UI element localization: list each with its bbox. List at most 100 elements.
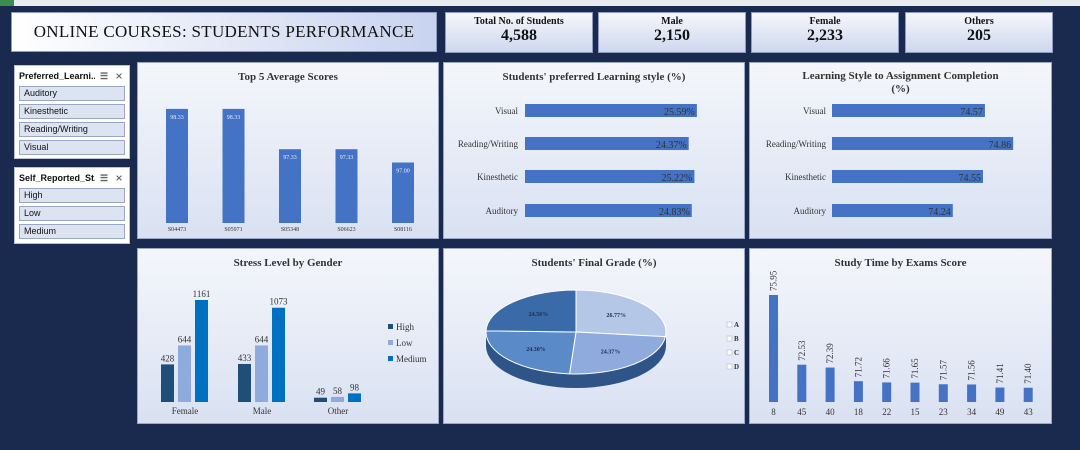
- slicer-learning-style: Preferred_Learni... ☰ ⨯ Auditory Kinesth…: [14, 65, 130, 159]
- chart-title: Study Time by Exams Score: [834, 257, 967, 269]
- data-label: 98.33: [227, 115, 241, 121]
- data-label: 428: [161, 353, 175, 363]
- clear-filter-icon[interactable]: ⨯: [115, 71, 123, 81]
- multi-select-icon[interactable]: ☰: [99, 71, 109, 81]
- bar: [995, 387, 1005, 402]
- slicer-stress-level: Self_Reported_St... ☰ ⨯ High Low Medium: [14, 167, 130, 244]
- data-label: 71.57: [938, 360, 948, 381]
- chart-final-grade: Students' Final Grade (%) 26.77% 24.37% 24…: [443, 248, 745, 424]
- bar: [882, 382, 892, 402]
- kpi-female: Female 2,233: [751, 12, 899, 53]
- bar: [255, 345, 268, 402]
- kpi-label: Male: [661, 16, 683, 27]
- tick-label: Auditory: [794, 206, 827, 216]
- dashboard-title-text: ONLINE COURSES: STUDENTS PERFORMANCE: [33, 22, 415, 41]
- bar: [178, 345, 191, 402]
- tick-label: 8: [771, 407, 776, 417]
- bar: [832, 137, 1014, 150]
- tick-label: Visual: [803, 106, 826, 116]
- legend-label: High: [396, 322, 415, 332]
- bar: [797, 364, 807, 402]
- bar: [525, 104, 697, 117]
- bar: [967, 384, 977, 402]
- legend-swatch: [726, 335, 733, 342]
- data-label: 25.22%: [662, 173, 693, 184]
- bar: [769, 295, 778, 402]
- bar: [348, 393, 361, 402]
- legend-swatch: [388, 340, 393, 345]
- data-label: 71.66: [882, 358, 892, 379]
- dashboard-title: ONLINE COURSES: STUDENTS PERFORMANCE: [11, 12, 437, 52]
- slicer-item-kinesthetic[interactable]: Kinesthetic: [19, 104, 125, 119]
- data-label: 72.53: [797, 340, 807, 361]
- slicer-item-medium[interactable]: Medium: [19, 224, 125, 239]
- data-label: 644: [178, 334, 192, 344]
- legend-label: Medium: [396, 354, 427, 364]
- kpi-value: 205: [967, 27, 991, 44]
- pie-side: [486, 332, 666, 388]
- data-label: 24.37%: [656, 140, 687, 151]
- data-label: 433: [238, 353, 252, 363]
- slicer-item-auditory[interactable]: Auditory: [19, 86, 125, 101]
- chart-title: Top 5 Average Scores: [238, 71, 338, 83]
- bar: [166, 108, 188, 223]
- data-label: 24.30%: [526, 347, 546, 353]
- data-label: 1161: [193, 289, 211, 299]
- slicer-title: Self_Reported_St...: [19, 173, 95, 183]
- bar: [279, 149, 301, 223]
- data-label: 74.86: [989, 140, 1012, 151]
- pie-slice: [575, 289, 667, 338]
- kpi-label: Female: [809, 16, 841, 27]
- data-label: 1073: [270, 297, 289, 307]
- data-label: 24.56%: [529, 312, 549, 318]
- tick-label: 49: [995, 407, 1005, 417]
- tick-label: 18: [854, 407, 864, 417]
- tick-label: 15: [911, 407, 921, 417]
- bar: [938, 384, 948, 402]
- data-label: 72.39: [825, 343, 835, 364]
- bar: [331, 396, 344, 402]
- data-label: 24.83%: [659, 207, 690, 218]
- clear-filter-icon[interactable]: ⨯: [115, 173, 123, 183]
- data-label: 74.55: [958, 173, 981, 184]
- chart-stress-gender: Stress Level by Gender 428 644 1161 Female 4…: [137, 248, 439, 424]
- legend-label: B: [734, 335, 739, 343]
- slicer-header: Preferred_Learni... ☰ ⨯: [15, 66, 129, 86]
- chart-title: Students' Final Grade (%): [531, 257, 657, 269]
- data-label: 24.37%: [601, 349, 621, 355]
- legend-label: Low: [396, 338, 413, 348]
- kpi-value: 2,233: [807, 27, 843, 44]
- kpi-male: Male 2,150: [598, 12, 746, 53]
- legend-label: D: [734, 363, 739, 371]
- kpi-total-students: Total No. of Students 4,588: [445, 12, 593, 53]
- kpi-value: 2,150: [654, 27, 690, 44]
- tick-label: Other: [328, 406, 349, 416]
- bar: [832, 170, 983, 183]
- data-label: 58: [333, 386, 343, 396]
- legend-label: C: [734, 349, 739, 357]
- chart-study-svg: 75.95 8 72.53 45 72.39 40 71.72 18 71.66 22 71.65 1…: [769, 270, 1034, 417]
- chart-assignment-svg: Visual 74.57 Reading/Writing 74.86 Kinesthet…: [766, 104, 1014, 218]
- multi-select-icon[interactable]: ☰: [99, 173, 109, 183]
- bar: [525, 137, 689, 150]
- chart-title-line: Learning Style to Assignment Completion: [802, 70, 999, 82]
- tick-label: Auditory: [486, 206, 519, 216]
- chart-top5-scores: Top 5 Average Scores 98.33 S04473 98.33 S05…: [137, 62, 439, 239]
- legend-label: A: [734, 321, 739, 329]
- bar: [1023, 387, 1033, 402]
- slicer-item-low[interactable]: Low: [19, 206, 125, 221]
- chart-title-line: (%): [891, 83, 910, 95]
- bar: [910, 382, 920, 402]
- data-label: 74.24: [928, 207, 951, 218]
- data-label: 98: [350, 382, 360, 392]
- slicer-item-reading-writing[interactable]: Reading/Writing: [19, 122, 125, 137]
- slicer-item-visual[interactable]: Visual: [19, 140, 125, 155]
- slicer-item-high[interactable]: High: [19, 188, 125, 203]
- tick-label: 40: [826, 407, 836, 417]
- tick-label: S04473: [168, 227, 186, 233]
- tick-label: S08116: [394, 227, 412, 233]
- chart-title: Stress Level by Gender: [233, 257, 343, 269]
- chart-title: Students' preferred Learning style (%): [502, 71, 686, 83]
